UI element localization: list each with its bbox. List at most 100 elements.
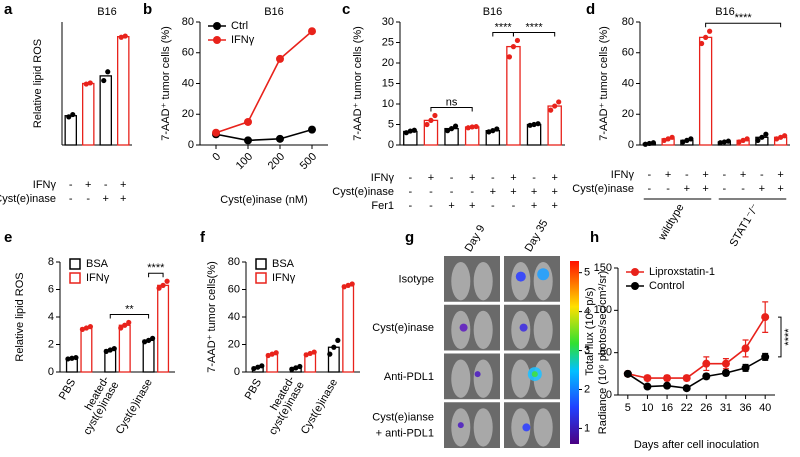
condition-sign: + — [490, 186, 496, 198]
legend-swatch — [255, 272, 267, 284]
bar — [157, 284, 170, 373]
y-tick-label: 60 — [228, 283, 240, 295]
condition-sign: + — [510, 186, 516, 198]
condition-sign: - — [450, 186, 454, 198]
data-point — [101, 77, 107, 84]
x-tick-label: 200 — [266, 151, 287, 172]
bar — [327, 346, 340, 373]
data-point — [307, 350, 313, 357]
data-point — [311, 349, 317, 355]
mouse — [473, 261, 493, 301]
condition-sign: + — [777, 169, 783, 181]
condition-label: Fer1 — [371, 200, 394, 212]
data-point — [663, 374, 672, 383]
panel-label: f — [200, 229, 206, 246]
legend-label: Liproxstatin-1 — [649, 266, 715, 278]
significance-label: **** — [526, 21, 544, 33]
signal — [459, 323, 468, 332]
data-point — [335, 337, 341, 343]
x-tick-label: PBS — [57, 377, 78, 402]
condition-sign: - — [408, 172, 412, 184]
x-tick-label: 22 — [681, 402, 693, 414]
data-point — [736, 139, 742, 145]
y-tick-label: 0 — [388, 139, 394, 151]
data-point — [411, 127, 417, 133]
condition-label: Cyst(e)inase — [332, 186, 394, 198]
y-tick-label: 5 — [388, 118, 394, 130]
x-tick-label-group: PBS — [57, 377, 78, 402]
data-point — [428, 117, 434, 123]
data-point — [345, 282, 351, 288]
data-point — [327, 351, 333, 357]
condition-label: IFNγ — [371, 172, 395, 184]
legend-label: IFNγ — [86, 272, 110, 284]
series-line — [215, 30, 313, 134]
data-point — [83, 325, 90, 331]
data-point — [755, 137, 761, 143]
signal — [515, 271, 526, 282]
condition-sign: - — [685, 169, 689, 181]
condition-sign: - — [666, 183, 670, 195]
x-axis-label: Days after cell inoculation — [634, 439, 759, 451]
data-point — [699, 40, 705, 47]
condition-label: Cyst(e)inase — [572, 183, 634, 195]
data-point — [156, 285, 162, 291]
x-tick-label: 100 — [234, 151, 255, 172]
legend-label: IFNγ — [231, 34, 255, 46]
data-point — [308, 125, 316, 134]
y-tick-label: 20 — [382, 57, 394, 69]
legend-marker — [631, 268, 639, 276]
condition-sign: + — [428, 172, 434, 184]
condition-sign: - — [470, 186, 474, 198]
data-point — [244, 136, 252, 145]
data-point — [289, 366, 295, 372]
significance-bracket — [109, 314, 150, 319]
significance-bracket — [148, 272, 164, 278]
data-point — [680, 139, 686, 145]
panel-label: e — [4, 229, 12, 246]
data-point — [87, 80, 93, 86]
data-point — [103, 348, 109, 354]
legend-swatch — [69, 272, 81, 284]
data-point — [107, 347, 113, 353]
data-point — [623, 369, 632, 378]
y-tick-label: 8 — [48, 256, 54, 268]
condition-label: IFNγ — [611, 169, 635, 181]
data-point — [122, 33, 128, 39]
significance-bracket — [430, 106, 473, 112]
data-point — [721, 139, 727, 145]
data-point — [469, 124, 475, 130]
condition-sign: + — [759, 183, 765, 195]
y-axis-label: 7-AAD⁺ tumor cells (%) — [160, 26, 172, 141]
data-point — [494, 126, 500, 132]
data-point — [774, 136, 780, 142]
condition-sign: - — [760, 169, 764, 181]
bar — [99, 75, 113, 146]
legend-swatch — [255, 258, 267, 270]
y-tick-label: 20 — [228, 338, 240, 350]
signal — [531, 371, 538, 378]
data-point — [293, 365, 299, 371]
data-point — [703, 34, 709, 40]
significance-bracket — [512, 31, 556, 37]
data-point — [145, 337, 152, 343]
data-point — [407, 128, 413, 134]
data-point — [70, 111, 76, 118]
bar — [80, 327, 93, 373]
condition-sign: + — [120, 193, 126, 205]
data-point — [66, 114, 72, 120]
data-point — [717, 140, 723, 146]
x-tick-label: 26 — [700, 402, 712, 414]
signal — [522, 423, 531, 432]
column-label: Day 9 — [463, 223, 488, 254]
condition-sign: + — [531, 200, 537, 212]
condition-sign: - — [491, 172, 495, 184]
data-point — [465, 125, 471, 131]
data-point — [527, 122, 533, 128]
data-point — [276, 54, 284, 63]
data-point — [761, 313, 770, 322]
data-point — [514, 37, 521, 44]
significance-label: **** — [735, 12, 753, 24]
condition-sign: - — [408, 186, 412, 198]
y-tick-label: 60 — [622, 47, 634, 59]
